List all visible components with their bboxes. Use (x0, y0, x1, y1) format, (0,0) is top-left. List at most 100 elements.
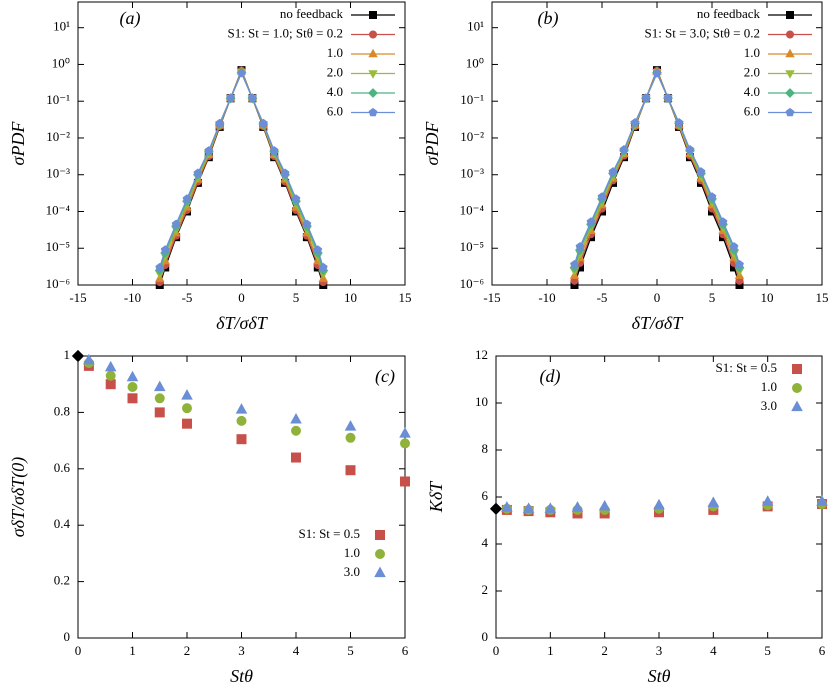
y-tick-label: 8 (482, 441, 489, 456)
marker (236, 434, 247, 445)
x-tick-label: 2 (184, 643, 191, 658)
marker (154, 407, 165, 418)
y-tick-label: 0.4 (54, 516, 71, 531)
legend-marker (791, 400, 803, 412)
marker (155, 262, 165, 272)
marker (71, 349, 85, 363)
marker (735, 259, 744, 269)
marker (729, 242, 739, 251)
x-tick-label: -10 (538, 290, 555, 305)
marker (269, 146, 279, 155)
marker (247, 93, 257, 103)
marker (160, 245, 170, 254)
series-line (573, 70, 741, 272)
y-tick-label: 0.6 (54, 460, 71, 475)
marker (707, 496, 720, 507)
x-tick-label: 4 (710, 643, 717, 658)
x-tick-label: 5 (347, 643, 354, 658)
marker (204, 146, 214, 155)
panel-label: (a) (120, 8, 141, 29)
marker (489, 502, 503, 515)
y-tick-label: 2 (482, 582, 489, 597)
series-line (159, 70, 324, 271)
marker (235, 403, 248, 414)
legend-marker (368, 88, 378, 98)
marker (105, 370, 116, 381)
marker (663, 93, 673, 103)
legend-marker (368, 48, 378, 58)
marker (318, 262, 328, 272)
x-tick-label: -15 (69, 290, 86, 305)
legend-label: S1: St = 0.5 (715, 360, 777, 375)
marker (291, 452, 301, 463)
marker (597, 192, 607, 201)
marker (696, 167, 706, 176)
x-tick-label: 3 (656, 643, 663, 658)
plot-frame (491, 1, 823, 286)
x-tick-label: 2 (601, 643, 608, 658)
marker (290, 413, 302, 424)
legend-label: no feedback (280, 6, 344, 21)
marker (215, 118, 225, 128)
marker (104, 360, 117, 372)
legend-label: 6.0 (744, 103, 760, 118)
x-tick-label: -15 (483, 290, 500, 305)
marker (598, 499, 611, 511)
marker (236, 415, 247, 426)
marker (302, 219, 312, 228)
series-line (159, 71, 324, 268)
marker (571, 501, 584, 512)
marker (291, 425, 301, 436)
x-axis-label: Stθ (230, 666, 253, 686)
marker (718, 217, 728, 226)
y-axis-label: σδT/σδT(0) (8, 457, 29, 538)
marker (619, 145, 629, 154)
panel-label: (c) (375, 366, 395, 387)
marker (153, 380, 166, 392)
series-line (159, 70, 324, 275)
marker (182, 418, 192, 429)
legend-marker (785, 107, 795, 117)
legend-label: 3.0 (344, 564, 360, 579)
y-tick-label: 10⁻⁶ (46, 276, 70, 291)
x-tick-label: 15 (399, 290, 412, 305)
x-tick-label: 6 (819, 643, 826, 658)
x-tick-label: -10 (124, 290, 141, 305)
marker (193, 168, 203, 177)
legend-marker (368, 107, 378, 117)
marker (544, 502, 557, 513)
marker (226, 93, 236, 103)
x-tick-label: -5 (597, 290, 608, 305)
x-tick-label: 3 (238, 643, 245, 658)
x-tick-label: -5 (182, 290, 193, 305)
y-tick-label: 10¹ (53, 19, 70, 34)
marker (127, 393, 138, 404)
marker (652, 68, 662, 78)
marker (154, 393, 165, 404)
legend-marker (785, 88, 795, 98)
marker (400, 476, 410, 487)
legend-label: 4.0 (744, 84, 760, 99)
legend-label: no feedback (697, 6, 761, 21)
legend-marker (792, 383, 802, 393)
y-axis-label: KδT (426, 480, 446, 513)
marker (237, 68, 246, 77)
marker (653, 498, 665, 510)
x-tick-label: 1 (547, 643, 554, 658)
x-tick-label: 0 (493, 643, 500, 658)
legend-marker (786, 30, 794, 39)
plot-frame (77, 355, 406, 639)
marker (171, 219, 181, 228)
legend-label: 1.0 (344, 545, 360, 560)
y-tick-label: 10 (475, 394, 488, 409)
legend-label: 3.0 (761, 398, 777, 413)
marker (608, 167, 618, 176)
x-axis-label: δT/σδT (216, 313, 269, 333)
legend-label: 4.0 (327, 84, 343, 99)
y-tick-label: 10⁰ (466, 55, 484, 70)
series-line (573, 71, 741, 265)
legend-marker (374, 566, 386, 578)
marker (181, 389, 193, 400)
panel-label: (d) (540, 366, 561, 387)
